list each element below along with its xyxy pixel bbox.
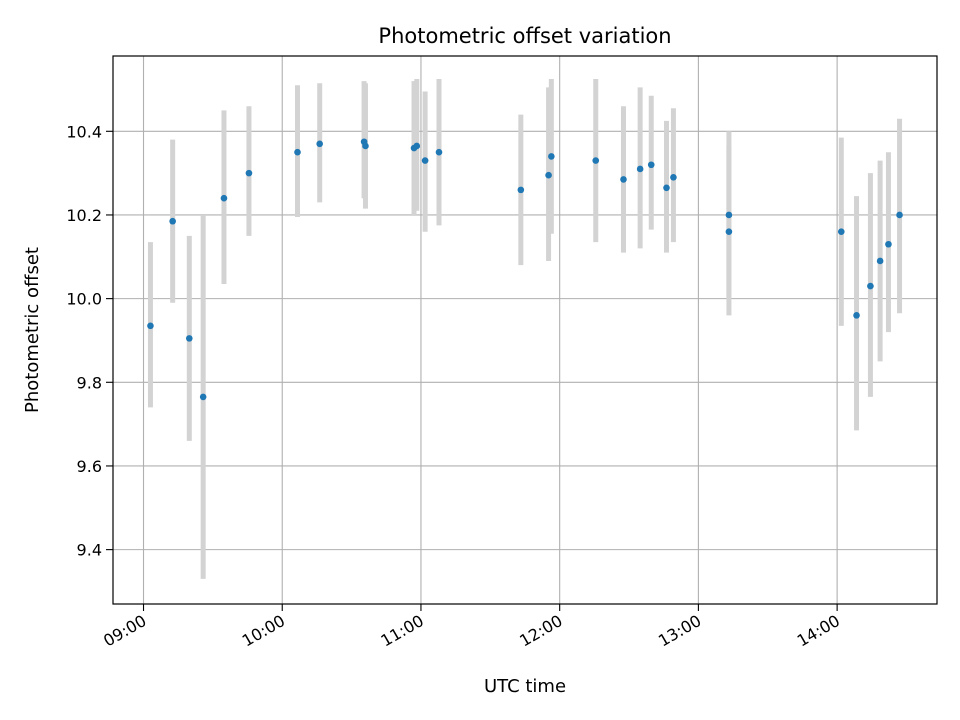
data-point [294, 148, 301, 156]
data-point [245, 169, 253, 177]
data-point [885, 240, 892, 248]
data-point [896, 211, 903, 219]
data-point [663, 184, 670, 192]
data-point [362, 142, 369, 150]
data-point [421, 157, 429, 164]
data-point [517, 186, 525, 194]
y-tick-label: 9.4 [77, 541, 102, 560]
y-tick-label: 9.8 [77, 373, 102, 392]
plot-frame [112, 55, 938, 605]
data-point [316, 140, 323, 148]
data-point [220, 194, 228, 202]
data-point [725, 211, 733, 219]
data-point [592, 157, 600, 164]
x-axis-label: UTC time [484, 676, 566, 697]
grid [113, 56, 937, 604]
data-point [670, 174, 677, 181]
data-point [545, 171, 552, 179]
data-points [147, 138, 903, 401]
y-axis: 9.4 9.6 9.8 10.0 10.2 10.4 [66, 122, 113, 560]
y-tick-label: 9.6 [77, 457, 102, 476]
data-point [867, 282, 874, 290]
data-point [876, 257, 884, 265]
y-tick-label: 10.2 [66, 206, 102, 225]
data-point [413, 142, 421, 150]
data-point [435, 148, 443, 156]
data-point [147, 322, 154, 330]
data-point [199, 393, 207, 401]
data-point [620, 176, 627, 183]
data-point [725, 228, 733, 235]
data-point [548, 153, 555, 160]
data-point [647, 161, 655, 169]
data-point [169, 217, 176, 225]
data-point [636, 165, 644, 173]
data-point [853, 312, 860, 319]
y-tick-label: 10.0 [66, 290, 102, 309]
y-tick-label: 10.4 [66, 122, 102, 141]
data-point [185, 335, 193, 342]
data-point [837, 228, 845, 235]
y-axis-label: Photometric offset [22, 247, 43, 413]
chart-title: Photometric offset variation [378, 24, 671, 48]
